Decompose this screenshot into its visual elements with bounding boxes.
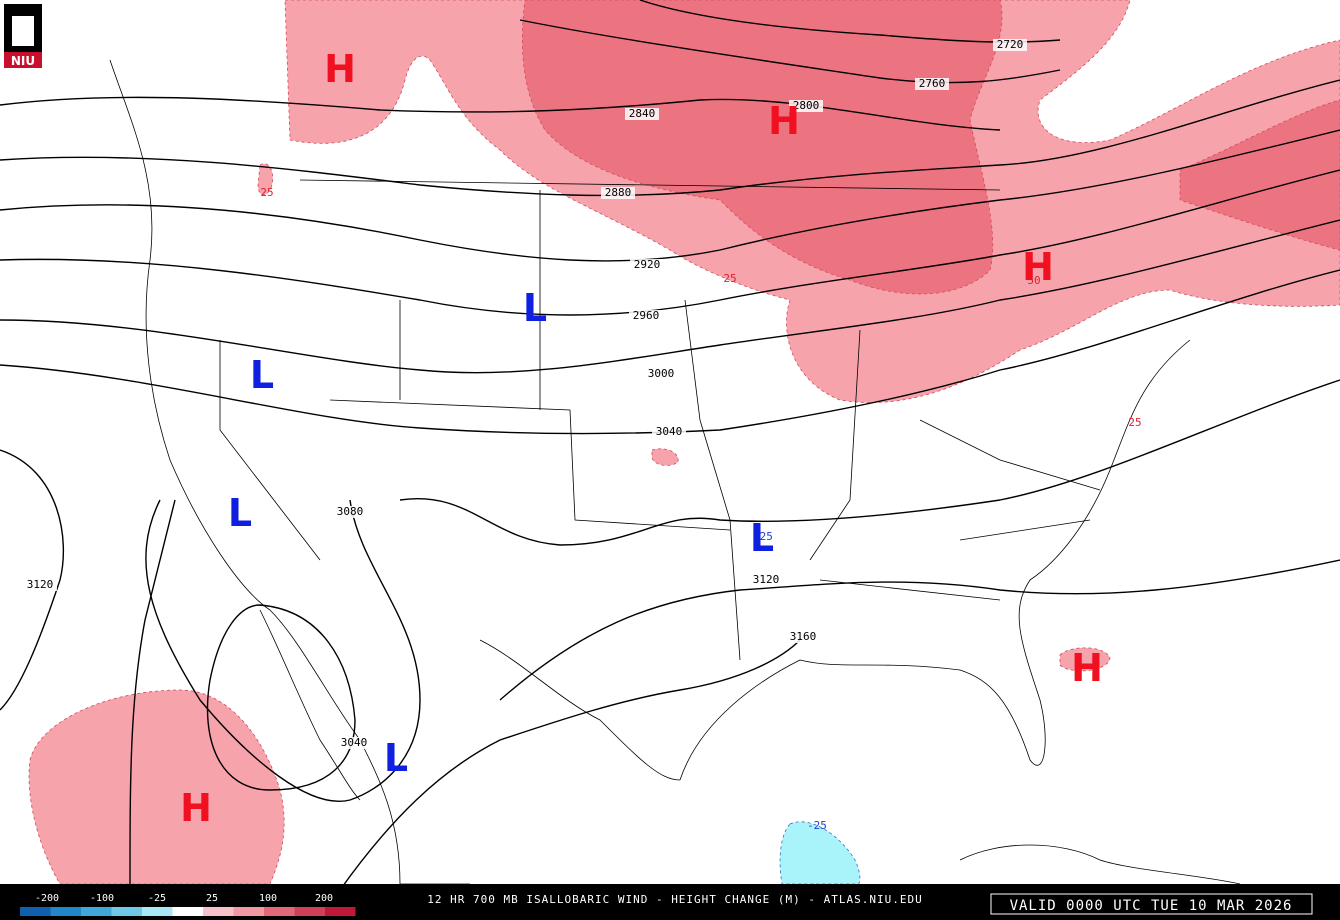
contour-label: 2720 [997, 38, 1024, 51]
logo-band [4, 52, 42, 68]
contour-label-bg [993, 39, 1027, 51]
contour-label-bg [652, 426, 686, 438]
colorbar-label: -25 [148, 893, 166, 904]
low-marker: L [250, 353, 274, 397]
colorbar: -200 -100 -25 25 100 200 [20, 893, 356, 916]
colorbar-swatch [233, 907, 264, 916]
contour-label-bg [786, 631, 820, 643]
change-label: 50 [1027, 274, 1040, 287]
contour-label: 3120 [753, 573, 780, 586]
change-label: 25 [1128, 416, 1141, 429]
contour-label-bg [915, 78, 949, 90]
rise-shading [28, 0, 1340, 885]
contour-label: 3160 [790, 630, 817, 643]
logo-text: NIU [11, 54, 35, 68]
high-marker: H [324, 47, 356, 91]
contour-label-bg [333, 506, 367, 518]
colorbar-swatch [203, 907, 234, 916]
contour-label-bg [601, 187, 635, 199]
colorbar-swatch [294, 907, 325, 916]
contour-label: 2840 [629, 107, 656, 120]
contour-label-bg [629, 310, 663, 322]
high-marker: H [1022, 245, 1054, 289]
high-marker: H [1071, 646, 1103, 690]
change-label: 25 [260, 186, 273, 199]
colorbar-swatch [264, 907, 295, 916]
contour-label: 2800 [793, 99, 820, 112]
low-marker: L [384, 736, 408, 780]
contour-label: 2920 [634, 258, 661, 271]
colorbar-label: 200 [315, 893, 333, 904]
low-marker: L [523, 286, 547, 330]
footer-title: 12 HR 700 MB ISALLOBARIC WIND - HEIGHT C… [427, 893, 922, 906]
contour-label-bg [337, 737, 371, 749]
contour-label: 2880 [605, 186, 632, 199]
colorbar-label: 100 [259, 893, 277, 904]
low-marker: L [228, 491, 252, 535]
colorbar-label: -200 [35, 893, 59, 904]
high-marker: H [180, 786, 212, 830]
valid-time: VALID 0000 UTC TUE 10 MAR 2026 [1010, 898, 1293, 914]
colorbar-label: -100 [90, 893, 114, 904]
change-label: -25 [807, 819, 827, 832]
contour-label: 3040 [656, 425, 683, 438]
contour-label-bg [749, 574, 783, 586]
colorbar-swatch [172, 907, 203, 916]
high-marker: H [768, 99, 800, 143]
contour-label-bg [23, 579, 57, 591]
colorbar-label: 25 [206, 893, 218, 904]
colorbar-swatch [325, 907, 356, 916]
colorbar-swatch [142, 907, 173, 916]
contour-label: 3000 [648, 367, 675, 380]
contour-label-bg [630, 259, 664, 271]
valid-box [990, 893, 1313, 915]
colorbar-swatch [20, 907, 51, 916]
low-marker: L [750, 516, 774, 560]
contour-label: 3120 [27, 578, 54, 591]
contour-label: 2960 [633, 309, 660, 322]
change-label: -25 [753, 530, 773, 543]
logo-tower [12, 16, 34, 46]
colorbar-swatch [111, 907, 142, 916]
contour-label-bg [644, 368, 678, 380]
contour-label-bg [789, 100, 823, 112]
fall-shading [779, 821, 861, 885]
colorbar-swatch [81, 907, 112, 916]
contour-label: 2760 [919, 77, 946, 90]
contour-label-bg [625, 108, 659, 120]
contour-label: 3080 [337, 505, 364, 518]
contour-label: 3040 [341, 736, 368, 749]
colorbar-swatch [50, 907, 81, 916]
change-label: 25 [723, 272, 736, 285]
